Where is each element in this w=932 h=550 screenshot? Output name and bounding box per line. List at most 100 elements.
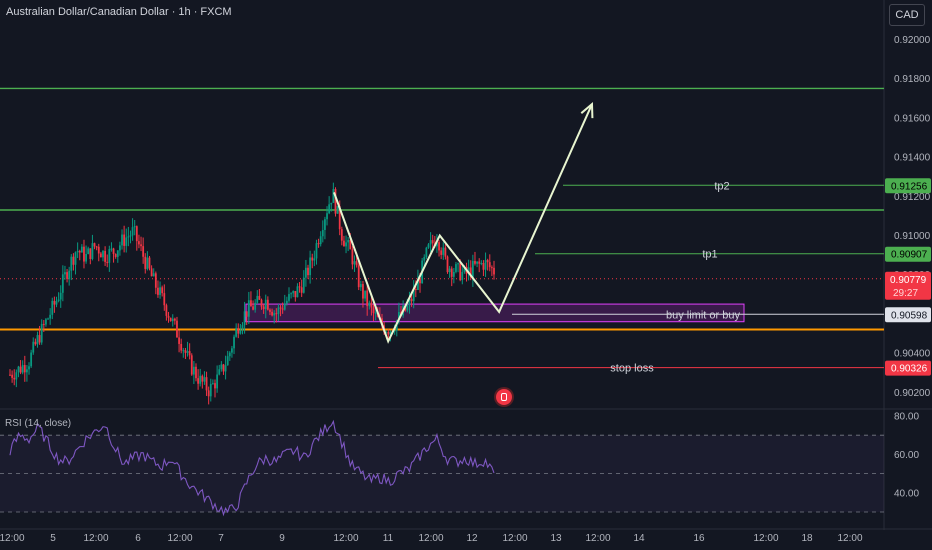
candle-body: [61, 274, 64, 293]
candle-body: [78, 250, 81, 253]
candle-body: [419, 279, 421, 284]
candle-body: [389, 331, 392, 335]
candle-body: [57, 299, 60, 302]
candle-body: [157, 287, 159, 295]
currency-button[interactable]: CAD: [889, 4, 925, 26]
candle-body: [104, 250, 107, 262]
candle-body: [281, 308, 284, 310]
candle-body: [459, 263, 462, 281]
candle-body: [455, 264, 457, 272]
candle-body: [256, 295, 259, 303]
candle-body: [28, 366, 30, 370]
candle-body: [34, 341, 37, 345]
candle-body: [159, 287, 161, 295]
candle-body: [366, 290, 369, 307]
candle-body: [258, 295, 261, 300]
candle-body: [72, 256, 75, 265]
candle-body: [99, 253, 102, 258]
time-tick-label: 16: [693, 533, 705, 544]
candle-body: [440, 250, 443, 255]
candle-body: [199, 375, 202, 384]
candle-body: [80, 246, 83, 253]
candle-body: [412, 288, 415, 302]
symbol-title[interactable]: Australian Dollar/Canadian Dollar · 1h ·…: [6, 6, 232, 18]
candle-body: [275, 313, 278, 315]
candle-body: [480, 263, 483, 265]
candle-body: [106, 261, 109, 263]
candle-body: [237, 328, 240, 334]
candle-body: [64, 272, 66, 275]
candle-body: [336, 205, 339, 214]
rsi-line: [9, 419, 495, 517]
candle-body: [51, 300, 54, 315]
candle-body: [125, 237, 128, 246]
candle-body: [338, 205, 341, 230]
candle-body: [30, 352, 33, 367]
time-tick-label: 11: [383, 533, 394, 544]
candle-body: [222, 364, 225, 372]
candle-body: [123, 234, 126, 246]
candle-body: [150, 268, 153, 277]
candle-body: [87, 248, 90, 255]
candle-body: [269, 309, 271, 312]
candle-body: [148, 257, 151, 269]
price-tick-label: 0.90200: [894, 388, 931, 399]
time-tick-label: 12:00: [502, 533, 527, 544]
candle-body: [184, 350, 187, 353]
candle-body: [91, 243, 94, 259]
candle-body: [476, 261, 478, 264]
candle-body: [180, 343, 183, 351]
time-tick-label: 14: [633, 533, 645, 544]
tp2-price-badge: [885, 178, 931, 194]
candle-body: [355, 261, 358, 266]
candle-body: [317, 243, 320, 245]
candle-body: [436, 242, 438, 247]
candle-body: [334, 189, 337, 214]
alert-icon[interactable]: [496, 389, 512, 405]
candle-body: [370, 302, 373, 308]
candle-body: [26, 369, 28, 373]
candle-body: [442, 247, 445, 255]
candle-body: [116, 250, 119, 257]
candle-body: [45, 319, 47, 325]
candle-body: [95, 246, 98, 248]
candle-body: [285, 300, 288, 304]
candle-body: [324, 219, 326, 230]
candle-body: [207, 390, 210, 397]
candle-body: [224, 365, 227, 372]
candle-body: [288, 294, 290, 301]
candle-body: [438, 242, 440, 251]
rsi-label[interactable]: RSI (14, close): [5, 418, 72, 429]
candle-body: [349, 239, 352, 250]
time-tick-label: 13: [550, 533, 562, 544]
time-tick-label: 9: [279, 533, 285, 544]
candle-body: [315, 243, 318, 259]
candle-body: [431, 240, 434, 244]
stop-price-text: 0.90326: [891, 364, 928, 375]
candle-body: [140, 244, 142, 247]
time-tick-label: 12:00: [83, 533, 108, 544]
candle-body: [387, 331, 390, 335]
candle-body: [142, 246, 145, 257]
candle-body: [209, 383, 212, 397]
candle-body: [83, 246, 85, 262]
candle-body: [197, 378, 200, 384]
candle-body: [146, 257, 149, 269]
candle-body: [482, 263, 485, 270]
candle-body: [488, 262, 491, 268]
current-price-badge: [885, 271, 931, 300]
buy-price-badge: [885, 307, 931, 323]
candle-body: [49, 314, 52, 319]
candle-body: [321, 229, 324, 237]
candle-body: [357, 265, 360, 288]
candle-body: [89, 248, 92, 259]
candle-body: [345, 242, 347, 247]
candle-body: [429, 240, 432, 245]
candle-body: [42, 323, 45, 325]
candle-body: [309, 257, 312, 276]
candle-body: [169, 317, 172, 322]
candle-body: [486, 260, 489, 263]
forecast-path: [333, 103, 593, 344]
candle-body: [214, 383, 216, 389]
